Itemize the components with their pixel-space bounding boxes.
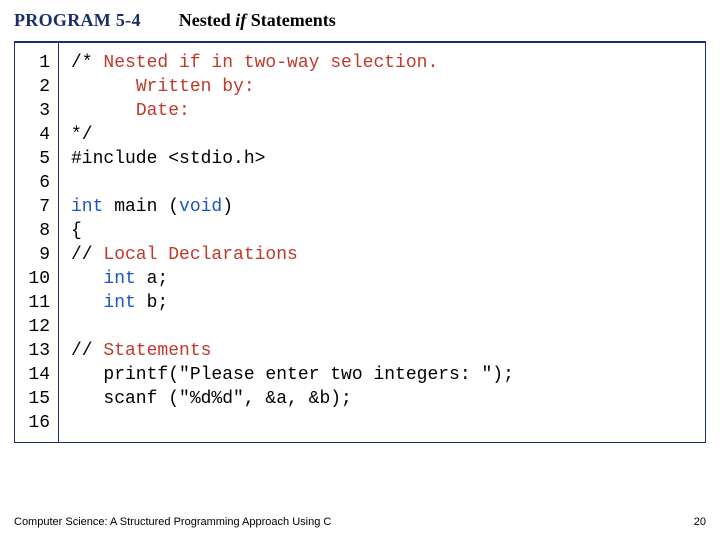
code-segment: b;	[136, 293, 168, 313]
code-segment: {	[71, 221, 82, 241]
code-segment	[71, 77, 136, 97]
code-line: // Local Declarations	[71, 245, 298, 265]
line-number-gutter: 1 2 3 4 5 6 7 8 9 10 11 12 13 14 15 16	[15, 43, 59, 442]
code-segment: Nested if in two-way selection.	[103, 53, 438, 73]
code-listing: 1 2 3 4 5 6 7 8 9 10 11 12 13 14 15 16 /…	[14, 41, 706, 443]
code-line: /* Nested if in two-way selection.	[71, 53, 438, 73]
code-segment: int	[71, 197, 103, 217]
code-line: */	[71, 125, 93, 145]
code-segment	[71, 293, 103, 313]
slide-header: PROGRAM 5-4 Nested if Statements	[0, 0, 720, 37]
title-italic: if	[235, 10, 246, 30]
title-prefix: Nested	[179, 10, 236, 30]
code-line: int a;	[71, 269, 168, 289]
code-segment: //	[71, 341, 103, 361]
code-segment: */	[71, 125, 93, 145]
code-segment: Local Declarations	[103, 245, 297, 265]
slide-footer: Computer Science: A Structured Programmi…	[14, 516, 706, 528]
code-segment: scanf ("%d%d", &a, &b);	[71, 389, 352, 409]
title-suffix: Statements	[246, 10, 335, 30]
code-segment: /*	[71, 53, 103, 73]
code-segment: #include <stdio.h>	[71, 149, 265, 169]
code-line: int b;	[71, 293, 168, 313]
code-segment: main (	[103, 197, 179, 217]
code-line: scanf ("%d%d", &a, &b);	[71, 389, 352, 409]
code-segment: int	[103, 293, 135, 313]
code-segment	[71, 269, 103, 289]
code-line: // Statements	[71, 341, 211, 361]
code-segment: Date:	[136, 101, 190, 121]
code-line: {	[71, 221, 82, 241]
code-segment: void	[179, 197, 222, 217]
code-body: /* Nested if in two-way selection. Writt…	[59, 43, 705, 442]
code-line: Written by:	[71, 77, 255, 97]
code-segment: a;	[136, 269, 168, 289]
slide-title: Nested if Statements	[179, 10, 336, 31]
code-segment: //	[71, 245, 103, 265]
footer-book-title: Computer Science: A Structured Programmi…	[14, 516, 331, 528]
code-line: int main (void)	[71, 197, 233, 217]
code-line: #include <stdio.h>	[71, 149, 265, 169]
code-segment: printf("Please enter two integers: ");	[71, 365, 514, 385]
code-line: printf("Please enter two integers: ");	[71, 365, 514, 385]
footer-page-number: 20	[694, 516, 706, 528]
code-segment: )	[222, 197, 233, 217]
code-segment	[71, 101, 136, 121]
code-segment: int	[103, 269, 135, 289]
code-line: Date:	[71, 101, 190, 121]
code-segment: Written by:	[136, 77, 255, 97]
program-label: PROGRAM 5-4	[14, 10, 141, 31]
code-segment: Statements	[103, 341, 211, 361]
